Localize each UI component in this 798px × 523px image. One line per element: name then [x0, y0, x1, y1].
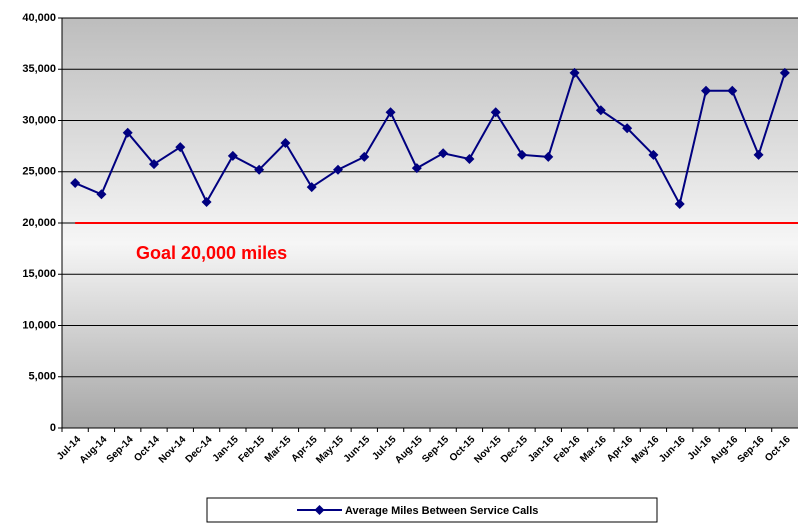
- legend-label: Average Miles Between Service Calls: [345, 505, 538, 517]
- marker: [175, 142, 186, 153]
- x-tick-label: Aug-15: [393, 434, 425, 466]
- marker: [727, 85, 738, 96]
- goal-label: Goal 20,000 miles: [136, 243, 287, 263]
- y-tick-label: 5,000: [28, 371, 56, 383]
- y-tick-label: 0: [50, 422, 56, 434]
- x-tick-label: Jan-16: [526, 434, 556, 464]
- y-tick-label: 25,000: [22, 166, 56, 178]
- marker: [280, 138, 291, 149]
- marker: [385, 107, 396, 118]
- marker: [464, 153, 475, 164]
- marker: [411, 163, 422, 174]
- x-tick-label: Mar-15: [263, 434, 294, 465]
- marker: [70, 178, 81, 189]
- x-tick-label: Aug-14: [78, 434, 110, 466]
- series-line: [74, 70, 786, 207]
- x-tick-label: Feb-16: [552, 434, 583, 465]
- marker: [201, 196, 212, 207]
- y-tick-label: 30,000: [22, 114, 56, 126]
- marker: [674, 199, 685, 210]
- x-tick-label: Aug-16: [709, 434, 741, 466]
- marker: [254, 164, 265, 175]
- x-tick-label: May-15: [314, 434, 346, 466]
- marker: [359, 151, 370, 162]
- y-tick-label: 10,000: [22, 319, 56, 331]
- x-tick-label: Nov-15: [472, 434, 504, 466]
- x-tick-label: Dec-15: [499, 434, 530, 465]
- marker: [779, 67, 790, 78]
- marker: [517, 149, 527, 160]
- marker: [438, 148, 449, 159]
- y-tick-label: 40,000: [22, 12, 56, 24]
- y-tick-label: 35,000: [22, 63, 56, 75]
- x-tick-label: Feb-15: [237, 434, 268, 465]
- marker: [306, 182, 317, 193]
- marker: [622, 123, 633, 134]
- y-tick-label: 20,000: [22, 217, 56, 229]
- marker: [490, 107, 501, 118]
- x-tick-label: Mar-16: [578, 434, 609, 465]
- x-tick-label: May-16: [630, 434, 662, 466]
- x-tick-label: Sep-15: [420, 434, 451, 465]
- marker: [543, 151, 554, 162]
- x-tick-label: Nov-14: [157, 434, 189, 466]
- marker: [122, 127, 133, 138]
- marker: [701, 85, 711, 96]
- marker: [595, 105, 606, 116]
- marker: [333, 164, 343, 175]
- x-tick-label: Jun-16: [657, 434, 688, 465]
- legend-marker: [314, 505, 325, 515]
- x-tick-label: Sep-14: [105, 434, 136, 465]
- x-tick-label: Jun-15: [342, 434, 373, 465]
- x-tick-label: Oct-16: [763, 434, 793, 464]
- legend: [206, 497, 658, 523]
- marker: [753, 149, 764, 160]
- marker: [96, 189, 107, 200]
- marker: [569, 67, 580, 78]
- marker: [149, 159, 159, 170]
- marker: [648, 149, 659, 160]
- marker: [227, 150, 238, 161]
- x-tick-label: Sep-16: [736, 434, 767, 465]
- x-tick-label: Jan-15: [211, 434, 241, 464]
- x-tick-label: Dec-14: [184, 434, 215, 465]
- y-tick-label: 15,000: [22, 268, 56, 280]
